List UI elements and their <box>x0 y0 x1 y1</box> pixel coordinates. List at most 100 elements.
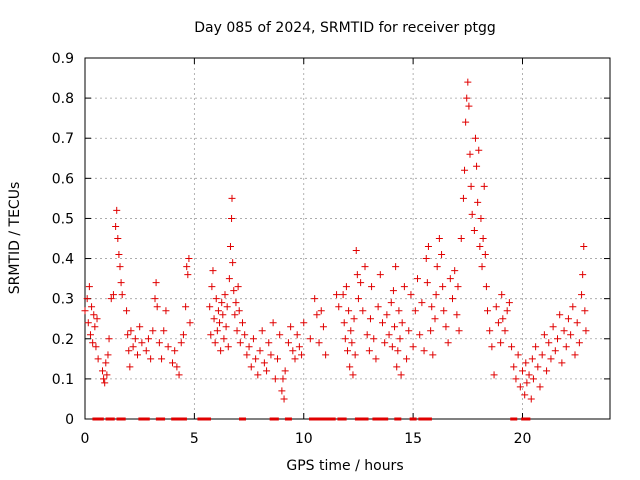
data-point <box>457 235 465 242</box>
data-point <box>416 331 424 339</box>
data-point <box>210 315 218 323</box>
data-point <box>471 134 479 142</box>
data-point <box>267 351 275 359</box>
data-point <box>184 271 192 279</box>
data-point <box>100 375 108 383</box>
data-point <box>153 303 161 311</box>
data-point <box>280 395 288 403</box>
data-point <box>454 283 462 291</box>
data-point <box>112 222 120 230</box>
data-point <box>295 343 303 351</box>
data-point <box>486 327 494 335</box>
data-point <box>101 379 109 387</box>
data-point <box>462 118 470 126</box>
data-point <box>274 355 281 363</box>
data-point <box>391 323 399 331</box>
data-point <box>217 347 225 355</box>
data-point <box>403 355 411 363</box>
data-point <box>428 303 436 311</box>
data-point <box>365 347 373 355</box>
data-point <box>223 303 231 311</box>
data-point <box>468 210 476 218</box>
x-tick-label: 15 <box>404 431 422 447</box>
data-point <box>492 303 500 311</box>
data-point <box>407 291 415 299</box>
data-point <box>397 371 405 379</box>
grid-lines <box>85 58 610 419</box>
data-point <box>136 323 144 331</box>
data-point <box>116 263 124 271</box>
y-tick-label: 0.6 <box>52 171 74 187</box>
data-point <box>532 343 540 351</box>
data-point <box>525 371 533 379</box>
data-point <box>138 339 146 347</box>
data-point <box>523 379 531 387</box>
data-point <box>117 279 125 287</box>
x-axis-label: GPS time / hours <box>286 458 403 474</box>
data-point <box>131 335 139 343</box>
data-point <box>125 347 133 355</box>
data-point <box>213 327 221 335</box>
y-tick-label: 0 <box>65 412 74 428</box>
data-point <box>540 331 548 339</box>
data-point <box>164 343 172 351</box>
data-point <box>547 355 555 363</box>
data-point <box>311 295 319 303</box>
data-point <box>508 343 516 351</box>
data-point <box>459 194 467 202</box>
data-point <box>269 319 277 327</box>
data-point <box>347 327 355 335</box>
axis-ticks: 0 0.1 0.2 0.3 0.4 0.5 0.6 0.7 0.8 0.9 0 5 10 15 20 <box>52 51 610 447</box>
data-point <box>102 359 110 367</box>
data-point <box>393 363 401 371</box>
data-point <box>395 307 403 315</box>
data-point <box>322 351 330 359</box>
y-tick-label: 0.2 <box>52 332 74 348</box>
data-point <box>536 383 544 391</box>
data-point <box>229 259 237 267</box>
data-point <box>298 351 306 359</box>
data-point <box>306 335 314 343</box>
data-point <box>578 291 586 299</box>
chart-title: Day 085 of 2024, SRMTID for receiver ptg… <box>194 20 496 36</box>
data-point <box>260 359 268 367</box>
data-point <box>317 307 325 315</box>
data-point <box>211 339 219 347</box>
data-point <box>440 307 448 315</box>
data-point <box>354 295 362 303</box>
data-point <box>431 315 439 323</box>
y-tick-label: 0.8 <box>52 91 74 107</box>
data-point <box>142 347 150 355</box>
data-point <box>466 150 474 158</box>
data-point <box>368 283 376 291</box>
data-point <box>300 319 308 327</box>
y-tick-label: 0.7 <box>52 131 74 147</box>
data-point <box>575 339 583 347</box>
data-point <box>396 335 404 343</box>
data-point <box>560 327 568 335</box>
data-point <box>315 339 323 347</box>
data-point <box>231 311 239 319</box>
data-point <box>90 311 98 319</box>
data-point <box>374 303 382 311</box>
data-point <box>363 331 371 339</box>
data-point <box>551 347 559 355</box>
data-point <box>107 295 115 303</box>
data-point <box>579 271 587 279</box>
data-point <box>464 78 472 86</box>
data-point <box>424 243 432 251</box>
data-point <box>349 371 357 379</box>
x-tick-label: 10 <box>295 431 313 447</box>
data-point <box>422 255 430 263</box>
data-point <box>569 303 577 311</box>
data-point <box>209 267 217 275</box>
data-point <box>123 307 131 315</box>
data-point <box>538 351 546 359</box>
data-point <box>212 295 220 303</box>
data-point <box>435 235 443 242</box>
y-axis-label: SRMTID / TECUs <box>7 182 23 295</box>
data-point <box>186 319 194 327</box>
data-point <box>479 235 487 242</box>
data-point <box>476 243 484 251</box>
data-point <box>372 355 380 363</box>
